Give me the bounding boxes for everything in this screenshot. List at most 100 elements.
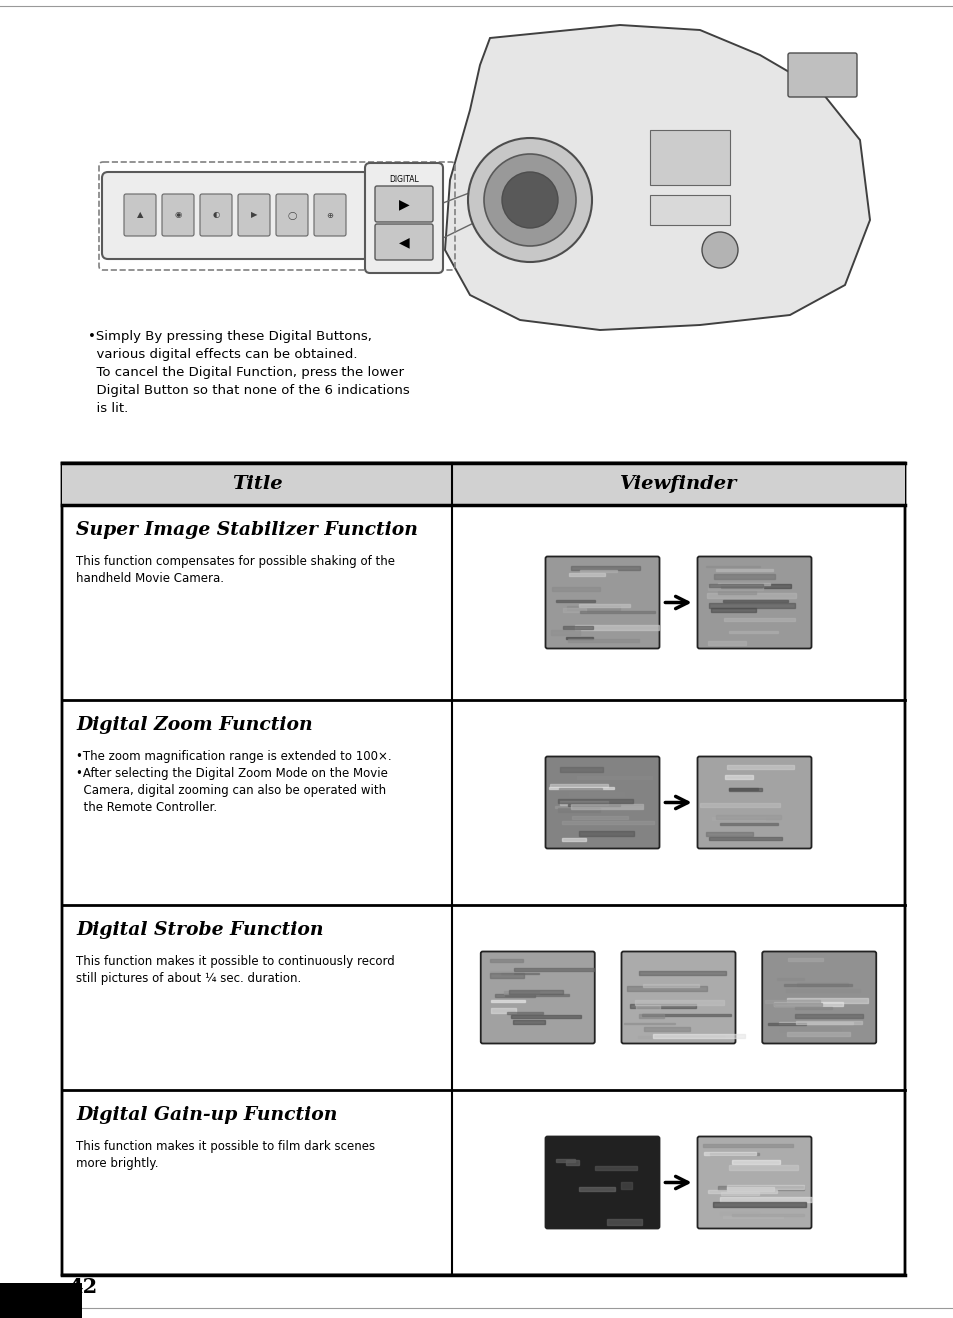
Bar — [777, 978, 803, 981]
Bar — [555, 807, 641, 808]
Bar — [786, 1032, 849, 1036]
Bar — [708, 585, 762, 590]
Bar — [728, 631, 778, 633]
Bar — [549, 787, 613, 789]
Bar — [578, 1188, 614, 1190]
FancyBboxPatch shape — [200, 194, 232, 236]
Bar — [712, 1202, 805, 1206]
Text: ▶: ▶ — [398, 196, 409, 211]
Bar — [620, 1182, 632, 1189]
Bar — [783, 983, 852, 986]
Text: Viewfinder: Viewfinder — [619, 474, 737, 493]
Bar — [558, 788, 601, 791]
Bar — [731, 1214, 802, 1217]
Text: ▲: ▲ — [136, 211, 143, 220]
FancyBboxPatch shape — [697, 1136, 811, 1228]
Bar — [578, 604, 630, 606]
FancyBboxPatch shape — [620, 952, 735, 1044]
FancyBboxPatch shape — [375, 224, 433, 260]
Bar — [720, 1191, 759, 1195]
Bar — [568, 804, 619, 805]
Bar — [708, 604, 794, 608]
Bar — [779, 1021, 852, 1024]
Bar — [720, 1197, 811, 1202]
Bar — [512, 1020, 544, 1024]
Bar — [720, 1213, 758, 1215]
Bar — [643, 1027, 690, 1031]
Polygon shape — [444, 25, 869, 330]
Bar — [709, 1153, 759, 1156]
Bar — [556, 1159, 574, 1161]
Bar — [562, 626, 593, 629]
FancyBboxPatch shape — [314, 194, 346, 236]
Bar — [649, 130, 729, 185]
FancyBboxPatch shape — [545, 1136, 659, 1228]
Bar — [794, 1007, 831, 1010]
Bar — [491, 1008, 515, 1014]
Text: Digital Strobe Function: Digital Strobe Function — [76, 921, 323, 938]
Bar — [796, 1021, 862, 1024]
Bar — [569, 573, 604, 576]
FancyBboxPatch shape — [365, 163, 442, 273]
Bar — [578, 832, 634, 836]
Bar — [562, 838, 585, 841]
Bar — [504, 994, 569, 996]
Bar — [708, 584, 762, 587]
Bar — [639, 971, 725, 975]
Bar — [514, 969, 594, 971]
Bar — [716, 815, 781, 820]
Bar — [707, 641, 745, 645]
Bar — [570, 804, 642, 809]
Text: ◐: ◐ — [213, 211, 219, 220]
Circle shape — [501, 173, 558, 228]
Bar — [567, 606, 619, 610]
Bar — [718, 592, 755, 594]
Bar — [556, 600, 595, 602]
Bar — [490, 973, 523, 978]
FancyBboxPatch shape — [761, 952, 876, 1044]
FancyBboxPatch shape — [545, 556, 659, 648]
Bar — [708, 837, 781, 840]
Bar — [703, 1152, 755, 1155]
Bar — [768, 1023, 805, 1025]
Circle shape — [468, 138, 592, 262]
Bar — [490, 999, 525, 1002]
Bar — [567, 639, 638, 642]
Bar — [641, 1015, 730, 1016]
Bar — [577, 641, 626, 645]
Bar — [774, 1002, 842, 1007]
Bar — [595, 1165, 637, 1170]
Bar — [606, 1219, 641, 1226]
Bar — [653, 1035, 744, 1037]
Bar — [503, 991, 538, 994]
Bar — [572, 816, 627, 818]
Bar — [551, 588, 599, 590]
FancyBboxPatch shape — [787, 53, 856, 98]
Bar — [511, 1015, 580, 1019]
Bar — [558, 808, 599, 812]
Bar — [566, 1160, 578, 1165]
Bar — [566, 638, 593, 639]
Bar — [559, 767, 602, 771]
Bar — [724, 775, 752, 779]
FancyBboxPatch shape — [162, 194, 193, 236]
Bar — [702, 1144, 793, 1147]
Bar — [796, 983, 847, 986]
Bar — [711, 817, 764, 820]
Bar — [773, 1003, 821, 1006]
Bar — [786, 998, 867, 1003]
Bar — [649, 195, 729, 225]
Text: This function makes it possible to continuously record
still pictures of about ¼: This function makes it possible to conti… — [76, 956, 395, 985]
Bar — [699, 804, 779, 807]
Bar — [780, 1028, 840, 1031]
Bar — [795, 1014, 862, 1017]
Bar — [490, 958, 522, 962]
Bar — [509, 990, 562, 994]
Text: ▶: ▶ — [251, 211, 257, 220]
Bar — [787, 958, 822, 961]
Bar — [62, 463, 904, 505]
Bar — [707, 1190, 776, 1193]
Bar — [732, 1160, 780, 1164]
Bar — [561, 821, 653, 824]
Text: Title: Title — [232, 474, 282, 493]
